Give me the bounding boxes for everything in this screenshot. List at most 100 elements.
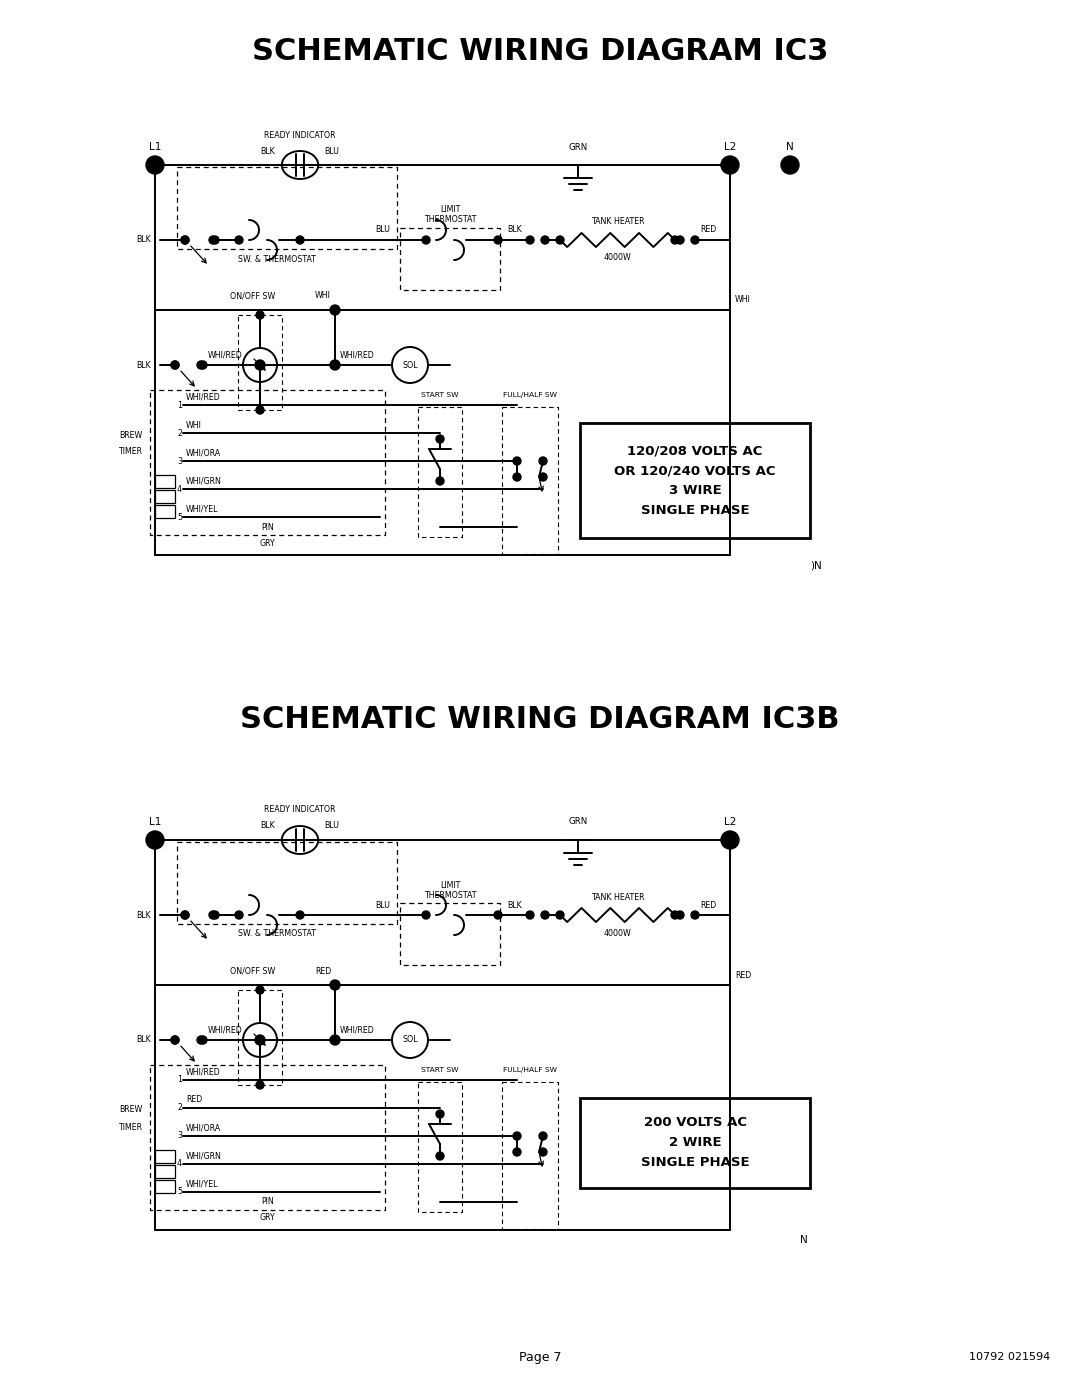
Text: PIN: PIN <box>261 1197 274 1207</box>
Circle shape <box>422 911 430 919</box>
Circle shape <box>541 911 549 919</box>
Text: WHI: WHI <box>315 292 330 300</box>
Text: 120/208 VOLTS AC
OR 120/240 VOLTS AC
3 WIRE
SINGLE PHASE: 120/208 VOLTS AC OR 120/240 VOLTS AC 3 W… <box>615 444 775 517</box>
Text: FULL/HALF SW: FULL/HALF SW <box>503 1067 557 1073</box>
Text: SW. & THERMOSTAT: SW. & THERMOSTAT <box>238 929 316 939</box>
Circle shape <box>526 236 534 244</box>
Circle shape <box>171 1037 179 1044</box>
Text: 2: 2 <box>177 1104 183 1112</box>
Circle shape <box>296 911 303 919</box>
Circle shape <box>436 1153 444 1160</box>
Text: BLU: BLU <box>325 147 339 155</box>
Bar <box>502 407 558 555</box>
Text: BREW: BREW <box>119 1105 141 1115</box>
Text: START SW: START SW <box>421 1067 459 1073</box>
Text: WHI: WHI <box>186 420 202 429</box>
Text: BLK: BLK <box>507 225 522 235</box>
Text: 200 VOLTS AC
2 WIRE
SINGLE PHASE: 200 VOLTS AC 2 WIRE SINGLE PHASE <box>640 1116 750 1169</box>
Text: START SW: START SW <box>421 393 459 398</box>
Text: L2: L2 <box>724 817 737 827</box>
Text: BLU: BLU <box>375 901 390 909</box>
Circle shape <box>210 236 217 244</box>
Circle shape <box>181 911 189 919</box>
Text: GRY: GRY <box>259 538 275 548</box>
Circle shape <box>539 474 546 481</box>
Text: SOL: SOL <box>402 360 418 369</box>
Text: GRN: GRN <box>568 817 588 827</box>
Circle shape <box>255 360 265 370</box>
Text: READY INDICATOR: READY INDICATOR <box>265 130 336 140</box>
Text: WHI/RED: WHI/RED <box>208 351 243 359</box>
Text: BLK: BLK <box>507 901 522 909</box>
Bar <box>156 475 175 488</box>
Text: 1: 1 <box>177 401 183 409</box>
Circle shape <box>436 476 444 485</box>
Circle shape <box>556 236 564 244</box>
Circle shape <box>513 1132 521 1140</box>
Bar <box>156 1150 175 1162</box>
Text: 2: 2 <box>177 429 183 437</box>
Circle shape <box>556 911 564 919</box>
Text: WHI/RED: WHI/RED <box>208 1025 243 1035</box>
Text: L2: L2 <box>724 142 737 152</box>
Text: READY INDICATOR: READY INDICATOR <box>265 806 336 814</box>
Circle shape <box>235 236 243 244</box>
Text: WHI/RED: WHI/RED <box>186 1067 220 1077</box>
Text: RED: RED <box>315 967 332 975</box>
Text: WHI/YEL: WHI/YEL <box>186 1179 218 1189</box>
Text: )N: )N <box>810 560 822 570</box>
Text: TIMER: TIMER <box>118 447 141 457</box>
Circle shape <box>676 911 684 919</box>
Text: ON/OFF SW: ON/OFF SW <box>230 967 275 975</box>
Bar <box>156 1180 175 1193</box>
Bar <box>238 314 282 409</box>
Circle shape <box>330 360 340 370</box>
Circle shape <box>671 911 679 919</box>
Text: Page 7: Page 7 <box>518 1351 562 1363</box>
Text: WHI: WHI <box>735 296 751 305</box>
Bar <box>150 390 384 535</box>
Circle shape <box>494 911 502 919</box>
Circle shape <box>255 1035 265 1045</box>
Text: ON/OFF SW: ON/OFF SW <box>230 292 275 300</box>
Text: WHI/RED: WHI/RED <box>340 1025 375 1035</box>
Text: LIMIT: LIMIT <box>440 205 460 215</box>
Bar <box>150 1065 384 1210</box>
Text: GRN: GRN <box>568 142 588 151</box>
Circle shape <box>181 236 189 244</box>
Text: BLK: BLK <box>260 147 275 155</box>
Text: WHI/YEL: WHI/YEL <box>186 504 218 514</box>
Circle shape <box>256 312 264 319</box>
Circle shape <box>436 434 444 443</box>
Text: LIMIT: LIMIT <box>440 880 460 890</box>
Bar <box>418 407 462 536</box>
Bar <box>580 423 810 538</box>
Bar <box>156 504 175 518</box>
Circle shape <box>671 236 679 244</box>
Text: WHI/ORA: WHI/ORA <box>186 1123 221 1133</box>
Circle shape <box>330 981 340 990</box>
Circle shape <box>210 911 217 919</box>
Text: 5: 5 <box>177 513 183 521</box>
Text: RED: RED <box>700 225 716 235</box>
Bar <box>156 490 175 503</box>
Bar <box>502 1083 558 1229</box>
Text: THERMOSTAT: THERMOSTAT <box>423 215 476 225</box>
Text: TANK HEATER: TANK HEATER <box>591 893 645 901</box>
Circle shape <box>256 1081 264 1090</box>
Circle shape <box>691 236 699 244</box>
Circle shape <box>199 1037 207 1044</box>
Circle shape <box>197 360 205 369</box>
Bar <box>177 168 397 249</box>
Circle shape <box>513 474 521 481</box>
Circle shape <box>256 407 264 414</box>
Text: WHI/RED: WHI/RED <box>340 351 375 359</box>
Text: SCHEMATIC WIRING DIAGRAM IC3: SCHEMATIC WIRING DIAGRAM IC3 <box>252 38 828 67</box>
Circle shape <box>539 1148 546 1155</box>
Bar <box>418 1083 462 1213</box>
Text: SW. & THERMOSTAT: SW. & THERMOSTAT <box>238 254 316 264</box>
Text: FULL/HALF SW: FULL/HALF SW <box>503 393 557 398</box>
Circle shape <box>541 236 549 244</box>
Text: WHI/ORA: WHI/ORA <box>186 448 221 457</box>
Text: WHI/GRN: WHI/GRN <box>186 1151 221 1161</box>
